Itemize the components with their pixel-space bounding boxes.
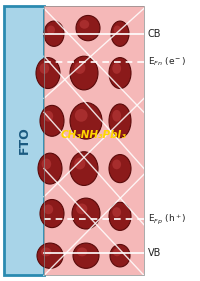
Ellipse shape bbox=[70, 152, 98, 185]
Ellipse shape bbox=[112, 63, 121, 74]
Ellipse shape bbox=[38, 153, 62, 184]
Ellipse shape bbox=[36, 58, 60, 89]
Ellipse shape bbox=[70, 103, 102, 139]
Ellipse shape bbox=[112, 110, 121, 122]
Ellipse shape bbox=[109, 155, 131, 183]
Text: E$_{Fn}$ (e$^-$): E$_{Fn}$ (e$^-$) bbox=[148, 56, 186, 68]
Ellipse shape bbox=[77, 248, 87, 256]
Ellipse shape bbox=[70, 56, 98, 90]
Text: FTO: FTO bbox=[18, 127, 30, 154]
FancyBboxPatch shape bbox=[4, 6, 44, 275]
Ellipse shape bbox=[37, 243, 63, 268]
Ellipse shape bbox=[47, 26, 55, 34]
Ellipse shape bbox=[109, 104, 131, 138]
Ellipse shape bbox=[112, 207, 121, 217]
Ellipse shape bbox=[113, 248, 121, 256]
Ellipse shape bbox=[44, 205, 53, 214]
Text: E$_{Fp}$ (h$^+$): E$_{Fp}$ (h$^+$) bbox=[148, 212, 187, 226]
Ellipse shape bbox=[110, 244, 130, 267]
Ellipse shape bbox=[40, 200, 64, 228]
Ellipse shape bbox=[80, 20, 89, 29]
Ellipse shape bbox=[73, 243, 99, 268]
Ellipse shape bbox=[44, 21, 64, 46]
Bar bbox=[44, 6, 144, 275]
Ellipse shape bbox=[72, 198, 100, 229]
Ellipse shape bbox=[76, 203, 87, 214]
Ellipse shape bbox=[75, 109, 88, 122]
Ellipse shape bbox=[40, 105, 64, 136]
Ellipse shape bbox=[114, 26, 121, 34]
Ellipse shape bbox=[74, 62, 85, 74]
Ellipse shape bbox=[112, 159, 121, 169]
Ellipse shape bbox=[40, 63, 49, 74]
Text: CB: CB bbox=[148, 29, 162, 39]
Ellipse shape bbox=[42, 158, 51, 169]
Text: CH₃NH₃PbI₃: CH₃NH₃PbI₃ bbox=[61, 130, 127, 140]
Bar bbox=[44, 6, 144, 275]
Text: VB: VB bbox=[148, 248, 161, 258]
Ellipse shape bbox=[76, 15, 100, 41]
Ellipse shape bbox=[109, 202, 131, 230]
Ellipse shape bbox=[74, 158, 85, 169]
Ellipse shape bbox=[44, 111, 53, 122]
Ellipse shape bbox=[41, 248, 51, 256]
Ellipse shape bbox=[111, 21, 129, 46]
Ellipse shape bbox=[109, 58, 131, 89]
